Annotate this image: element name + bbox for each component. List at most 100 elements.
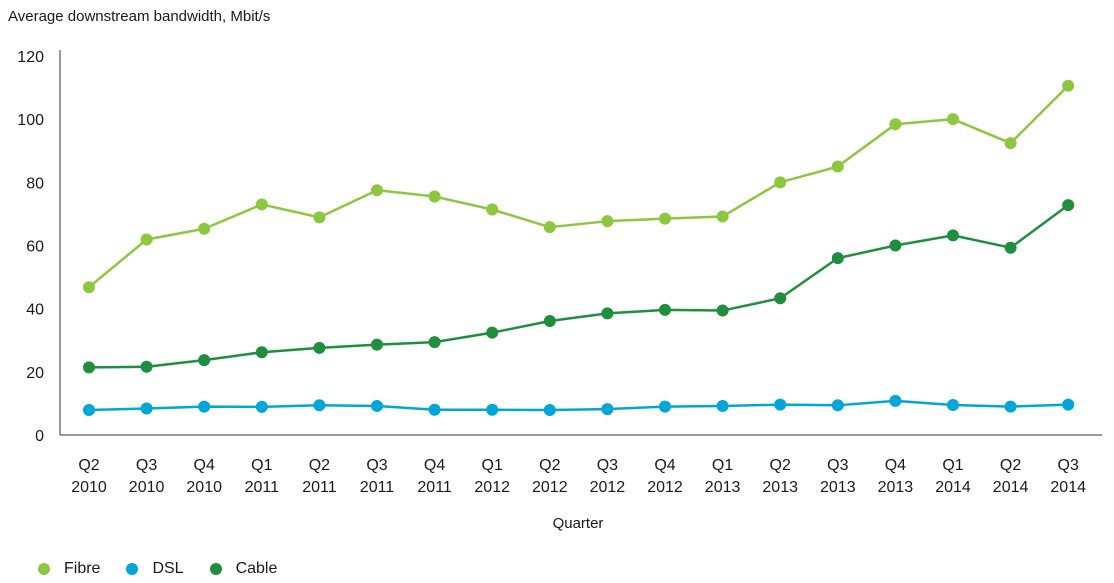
data-point-cable: [428, 336, 441, 349]
data-point-dsl: [889, 394, 902, 407]
data-point-dsl: [716, 399, 729, 412]
x-tick-label-quarter: Q2: [1000, 457, 1021, 474]
x-tick-label-year: 2012: [474, 479, 510, 496]
x-axis-title: Quarter: [553, 515, 604, 532]
x-tick-label-quarter: Q3: [1058, 457, 1079, 474]
data-point-dsl: [601, 403, 614, 416]
x-tick-label-year: 2013: [762, 479, 798, 496]
x-tick-label-quarter: Q1: [482, 457, 503, 474]
data-point-cable: [774, 292, 787, 305]
data-point-fibre: [889, 118, 902, 131]
data-point-cable: [140, 360, 153, 373]
data-point-fibre: [486, 203, 499, 216]
data-point-fibre: [428, 190, 441, 203]
series-line-cable: [88, 204, 1069, 369]
x-tick-label-quarter: Q2: [309, 457, 330, 474]
legend-item-cable: Cable: [209, 560, 278, 578]
legend-item-fibre: Fibre: [38, 560, 100, 578]
axes: 0 20 40 60 80 100 120 Q2 2010 Q3 2010 Q4 2010 Q1 2011 Q…: [17, 49, 1102, 496]
y-tick-label: 100: [17, 112, 44, 129]
data-point-dsl: [428, 403, 441, 416]
legend-swatch-dsl: [126, 563, 139, 575]
data-point-cable: [716, 304, 729, 317]
data-point-cable: [543, 314, 556, 327]
data-point-dsl: [774, 398, 787, 411]
x-tick-label-year: 2011: [360, 479, 395, 496]
x-tick-label-quarter: Q3: [827, 457, 848, 474]
data-point-dsl: [198, 400, 211, 413]
data-point-dsl: [1062, 398, 1075, 411]
series-layer: [83, 79, 1075, 417]
data-point-cable: [198, 354, 211, 367]
x-tick-label-year: 2012: [590, 479, 626, 496]
y-axis-title: Average downstream bandwidth, Mbit/s: [8, 8, 271, 25]
data-point-cable: [889, 239, 902, 252]
data-point-cable: [313, 341, 326, 354]
series-line-dsl: [88, 399, 1069, 412]
data-point-dsl: [947, 398, 959, 411]
data-point-fibre: [659, 212, 671, 225]
x-tick-label-quarter: Q4: [654, 457, 675, 474]
data-point-dsl: [140, 402, 153, 415]
data-point-cable: [1062, 199, 1075, 212]
x-tick-label-year: 2014: [935, 479, 971, 496]
data-point-cable: [255, 346, 268, 359]
x-tick-label-quarter: Q3: [597, 457, 618, 474]
legend-swatch-fibre: [38, 563, 50, 575]
y-tick-label: 20: [26, 365, 44, 382]
data-point-fibre: [140, 233, 153, 246]
x-tick-label-year: 2014: [1050, 479, 1086, 496]
data-point-dsl: [255, 400, 268, 413]
x-tick-label-quarter: Q4: [194, 457, 215, 474]
data-point-dsl: [831, 399, 844, 412]
x-tick-label-quarter: Q4: [424, 457, 445, 474]
y-tick-label: 80: [26, 175, 44, 192]
y-tick-label: 120: [17, 49, 44, 66]
data-point-cable: [371, 338, 383, 351]
legend-label-fibre: Fibre: [64, 560, 101, 577]
x-tick-label-year: 2013: [705, 479, 741, 496]
y-tick-label: 0: [35, 428, 44, 445]
data-point-dsl: [313, 399, 326, 412]
data-point-fibre: [947, 113, 959, 126]
x-tick-label-year: 2011: [245, 479, 280, 496]
x-tick-label-quarter: Q1: [942, 457, 963, 474]
data-point-cable: [486, 326, 499, 339]
data-point-dsl: [83, 404, 95, 417]
data-point-fibre: [198, 222, 211, 235]
x-tick-label-year: 2010: [129, 479, 165, 496]
data-point-fibre: [83, 281, 95, 294]
legend: Fibre DSL Cable: [38, 560, 303, 578]
data-point-cable: [831, 252, 844, 265]
data-point-dsl: [543, 404, 556, 417]
x-tick-label-year: 2011: [302, 479, 337, 496]
data-point-dsl: [659, 400, 671, 413]
data-point-fibre: [543, 221, 556, 234]
series-cable: [83, 199, 1075, 374]
x-tick-label-year: 2013: [878, 479, 914, 496]
data-point-dsl: [371, 399, 383, 412]
x-tick-label-quarter: Q2: [770, 457, 791, 474]
y-tick-label: 40: [26, 302, 44, 319]
data-point-cable: [659, 303, 671, 316]
legend-label-cable: Cable: [235, 560, 278, 577]
data-point-fibre: [716, 210, 729, 223]
series-line-fibre: [88, 84, 1070, 289]
x-tick-label-year: 2011: [417, 479, 452, 496]
data-point-cable: [601, 307, 614, 320]
data-point-fibre: [1004, 137, 1017, 150]
data-point-fibre: [371, 184, 383, 197]
x-tick-label-year: 2013: [820, 479, 856, 496]
x-tick-label-quarter: Q2: [78, 457, 99, 474]
data-point-fibre: [774, 176, 787, 189]
y-tick-label: 60: [26, 239, 44, 256]
legend-item-dsl: DSL: [126, 560, 184, 578]
x-tick-label-year: 2014: [993, 479, 1029, 496]
data-point-fibre: [313, 211, 326, 224]
x-tick-label-quarter: Q2: [539, 457, 560, 474]
data-point-cable: [947, 229, 959, 242]
x-tick-label-quarter: Q3: [136, 457, 157, 474]
x-tick-label-year: 2010: [186, 479, 222, 496]
data-point-dsl: [486, 403, 499, 416]
